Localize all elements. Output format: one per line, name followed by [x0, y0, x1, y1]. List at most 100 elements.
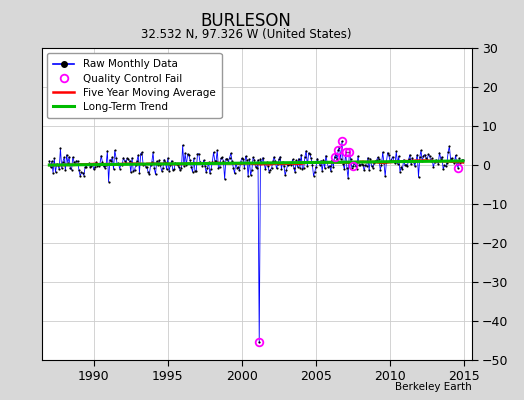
Point — [296, 164, 304, 171]
Point — [255, 339, 264, 346]
Point — [382, 159, 390, 165]
Point — [103, 148, 112, 154]
Point — [256, 156, 265, 162]
Point — [80, 172, 88, 179]
Point — [110, 166, 118, 172]
Point — [182, 162, 191, 168]
Point — [108, 154, 116, 160]
Point — [397, 164, 406, 170]
Point — [202, 169, 210, 176]
Point — [312, 164, 320, 170]
Legend: Raw Monthly Data, Quality Control Fail, Five Year Moving Average, Long-Term Tren: Raw Monthly Data, Quality Control Fail, … — [47, 53, 222, 118]
Point — [222, 156, 230, 162]
Point — [364, 154, 372, 161]
Point — [265, 168, 274, 175]
Point — [446, 156, 455, 163]
Point — [218, 154, 226, 161]
Point — [333, 156, 341, 162]
Point — [170, 166, 178, 173]
Point — [335, 144, 344, 150]
Point — [149, 149, 157, 156]
Point — [317, 157, 325, 164]
Point — [65, 154, 73, 160]
Point — [58, 165, 66, 172]
Point — [283, 162, 292, 168]
Point — [267, 165, 276, 172]
Point — [250, 156, 258, 163]
Point — [117, 161, 125, 167]
Point — [307, 155, 315, 162]
Point — [390, 158, 398, 164]
Point — [442, 163, 450, 170]
Point — [183, 151, 192, 157]
Point — [181, 150, 189, 156]
Point — [373, 157, 381, 164]
Point — [367, 163, 376, 169]
Point — [254, 157, 262, 163]
Point — [200, 157, 208, 163]
Point — [401, 162, 409, 168]
Point — [376, 166, 385, 173]
Point — [173, 162, 182, 169]
Point — [395, 153, 403, 160]
Point — [399, 156, 408, 163]
Point — [143, 164, 151, 170]
Point — [48, 158, 56, 164]
Point — [111, 147, 119, 154]
Point — [90, 166, 98, 172]
Point — [239, 156, 247, 163]
Point — [141, 163, 150, 170]
Point — [298, 166, 307, 172]
Point — [391, 160, 399, 167]
Point — [459, 157, 467, 163]
Point — [238, 155, 246, 162]
Point — [83, 161, 92, 168]
Point — [225, 154, 234, 161]
Point — [106, 156, 114, 163]
Point — [332, 151, 340, 158]
Point — [297, 151, 305, 158]
Point — [249, 154, 257, 161]
Point — [381, 173, 389, 180]
Point — [432, 157, 440, 163]
Point — [329, 164, 337, 170]
Point — [328, 157, 336, 164]
Point — [380, 160, 388, 166]
Point — [60, 154, 68, 160]
Point — [412, 157, 420, 164]
Point — [315, 162, 324, 168]
Point — [423, 157, 431, 163]
Point — [420, 152, 429, 158]
Point — [87, 163, 95, 169]
Point — [334, 147, 343, 153]
Point — [203, 165, 212, 172]
Point — [326, 168, 335, 175]
Point — [197, 160, 205, 166]
Point — [98, 159, 106, 166]
Point — [82, 164, 91, 170]
Point — [134, 152, 143, 158]
Point — [416, 154, 424, 160]
Point — [338, 138, 346, 144]
Point — [246, 172, 255, 178]
Point — [259, 154, 267, 161]
Point — [321, 165, 329, 171]
Point — [190, 155, 198, 162]
Point — [228, 158, 236, 164]
Point — [300, 165, 308, 171]
Point — [158, 168, 166, 174]
Point — [68, 166, 76, 173]
Point — [336, 156, 345, 162]
Point — [425, 153, 434, 159]
Point — [438, 154, 446, 160]
Point — [434, 161, 442, 167]
Point — [406, 152, 414, 158]
Point — [305, 150, 314, 157]
Point — [91, 164, 99, 170]
Point — [148, 159, 156, 166]
Point — [419, 152, 428, 159]
Point — [418, 158, 427, 164]
Point — [208, 159, 216, 165]
Point — [324, 164, 333, 171]
Point — [356, 162, 365, 168]
